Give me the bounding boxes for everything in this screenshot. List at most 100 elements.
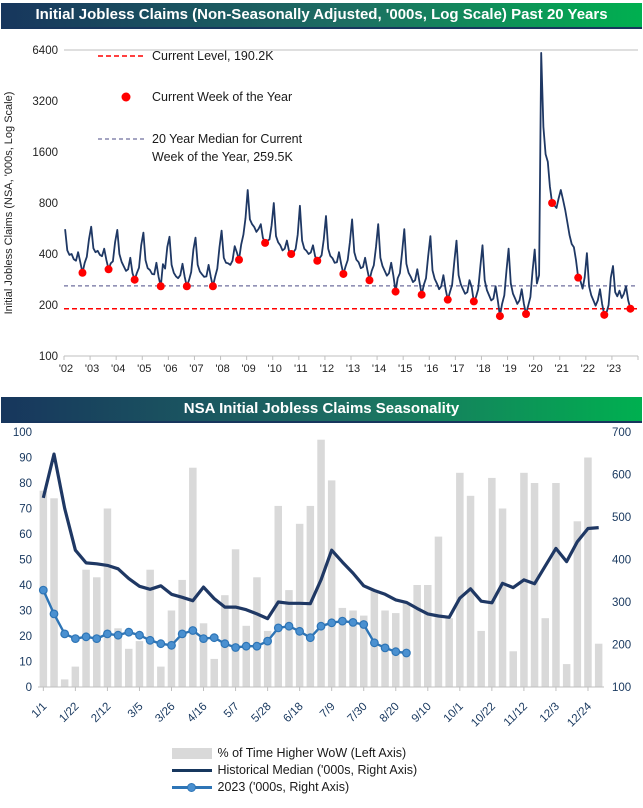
pct-higher-bar [509,651,517,687]
pct-higher-bar [424,585,432,687]
pct-higher-bar [360,615,368,687]
top-y-axis-label: Initial Jobless Claims (NSA, '000s, Log … [3,92,15,315]
svg-text:0: 0 [26,682,32,694]
pct-higher-bar [189,467,197,687]
pct-higher-bar [263,630,272,687]
top-chart: 6400 3200 1600 800 400 200 100'02 '03 '04 '05 '06 '… [0,29,643,394]
pct-higher-bar [338,607,347,687]
svg-text:'16: '16 [424,363,438,375]
svg-text:100: 100 [612,682,631,694]
pct-higher-bar [199,623,208,688]
svg-text:20: 20 [19,631,32,643]
svg-text:'20: '20 [528,363,542,375]
marker-2023 [60,629,70,639]
pct-higher-bar [103,508,112,687]
svg-text:'02: '02 [59,363,73,375]
current-week-dot [443,295,452,304]
top-chart-legend: Current Level, 190.2K Current Week of the… [98,49,303,164]
pct-higher-bar [242,625,250,687]
svg-text:5/7: 5/7 [222,701,242,721]
marker-2023 [231,643,241,652]
pct-higher-bar [552,483,560,687]
pct-higher-bar [327,480,336,687]
svg-text:10: 10 [19,657,32,669]
pct-higher-bar [413,585,421,687]
marker-2023 [391,647,401,657]
marker-2023 [359,620,369,629]
top-axes: 6400 3200 1600 800 400 200 100'02 '03 '04 '05 '06 '… [32,45,639,375]
svg-text:4/16: 4/16 [185,701,209,725]
marker-2023 [380,643,390,653]
navy-line-swatch-icon [171,768,212,772]
svg-text:'10: '10 [268,363,282,375]
marker-2023 [402,648,411,658]
svg-text:10/1: 10/1 [442,701,466,725]
svg-text:'12: '12 [320,363,334,375]
svg-text:800: 800 [39,198,58,210]
svg-text:90: 90 [19,453,32,465]
svg-text:3/26: 3/26 [153,701,177,725]
svg-text:6/18: 6/18 [281,701,305,725]
bottom-axes: 0 10 20 30 40 50 60 70 80 90 100 100 200 300 400 500 600… [13,427,631,729]
svg-text:11/12: 11/12 [502,701,530,729]
pct-higher-bar [573,521,582,688]
pct-higher-bar [295,523,304,687]
svg-text:5/28: 5/28 [249,701,273,725]
current-week-dot [522,309,531,318]
legend-label-2023: 2023 ('000s, Right Axis) [217,780,350,794]
current-week-dot [417,290,426,299]
svg-text:'21: '21 [555,363,569,375]
marker-2023 [305,633,315,643]
top-chart-svg: 6400 3200 1600 800 400 200 100'02 '03 '04 '05 '06 '… [3,45,639,375]
svg-text:10/22: 10/22 [469,701,498,730]
marker-2023 [327,618,337,628]
current-week-dot [600,310,609,319]
pct-higher-bar [274,505,282,687]
svg-text:Current Level, 190.2K: Current Level, 190.2K [152,49,274,63]
svg-text:'09: '09 [241,363,255,375]
pct-higher-bar [317,439,325,687]
svg-text:1/1: 1/1 [30,701,50,721]
svg-text:400: 400 [39,249,58,261]
svg-text:8/20: 8/20 [378,701,402,725]
legend-item-bars: % of Time Higher WoW (Left Axis) [171,746,472,760]
current-week-dot [313,256,322,265]
svg-text:1600: 1600 [32,147,58,159]
svg-text:'04: '04 [111,363,125,375]
svg-text:400: 400 [612,555,631,567]
historical-median-line [41,452,599,621]
svg-text:70: 70 [19,504,32,516]
svg-text:12/3: 12/3 [538,701,562,725]
marker-2023 [188,626,198,635]
marker-2023 [156,639,166,649]
marker-2023 [102,629,112,639]
svg-text:Current Week of the Year: Current Week of the Year [152,90,292,104]
current-week-dot [156,282,165,291]
pct-higher-bar [445,618,453,687]
current-week-dot [548,199,557,207]
current-week-dot [469,297,478,306]
current-week-dot [339,269,348,278]
svg-text:'15: '15 [398,363,412,375]
pct-higher-bar [466,495,475,688]
marker-2023 [241,641,251,651]
svg-text:'07: '07 [189,363,203,375]
marker-2023 [338,616,347,626]
pct-higher-bar [456,472,464,687]
pct-higher-bar [82,569,90,687]
svg-text:30: 30 [19,606,32,618]
pct-higher-bar [306,505,315,687]
pct-higher-bar [114,628,122,687]
svg-text:'06: '06 [163,363,177,375]
svg-text:100: 100 [13,427,32,439]
pct-higher-bars [39,439,603,688]
legend-item-median: Historical Median ('000s, Right Axis) [171,763,472,777]
svg-text:3/5: 3/5 [126,701,146,721]
legend-item-2023: 2023 ('000s, Right Axis) [171,780,472,794]
current-week-dot [261,238,270,247]
svg-text:'14: '14 [372,363,386,375]
blue-line-marker-swatch-icon [171,782,212,792]
pct-higher-bar [285,590,293,687]
pct-higher-bar [50,498,58,687]
pct-higher-bar [434,536,443,687]
